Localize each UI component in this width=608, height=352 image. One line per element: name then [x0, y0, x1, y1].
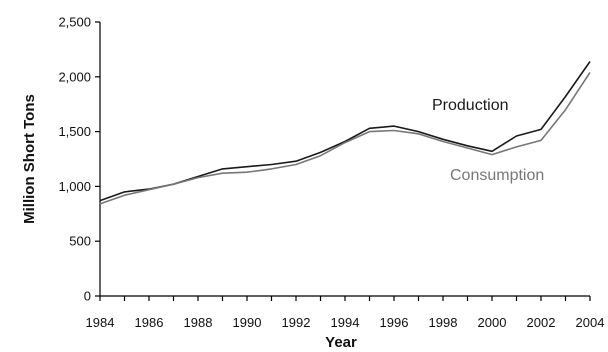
series-lines: [99, 61, 591, 205]
x-axis-ticks: 1984 1986 1988 1990 1992 1994 1996 1998 2000 2002…: [86, 296, 605, 330]
axes: [99, 22, 590, 297]
y-axis-ticks: 0 500 1,000 1,500 2,000 2,500: [58, 15, 100, 304]
y-axis-title: Million Short Tons: [21, 94, 38, 224]
y-tick-label: 500: [69, 234, 91, 249]
x-tick-label: 1988: [184, 315, 213, 330]
y-tick-label: 2,500: [58, 15, 91, 30]
y-tick-label: 0: [84, 289, 91, 304]
x-tick-label: 1996: [380, 315, 409, 330]
x-tick-label: 2004: [576, 315, 605, 330]
x-tick-label: 1998: [429, 315, 458, 330]
series-label-consumption: Consumption: [450, 167, 544, 184]
y-tick-label: 2,000: [58, 69, 91, 84]
x-tick-label: 1986: [135, 315, 164, 330]
x-tick-label: 1992: [282, 315, 311, 330]
x-tick-label: 2000: [478, 315, 507, 330]
x-axis-title: Year: [325, 334, 357, 351]
y-tick-label: 1,000: [58, 179, 91, 194]
x-tick-label: 1994: [331, 315, 360, 330]
x-tick-label: 1990: [233, 315, 262, 330]
x-tick-label: 1984: [86, 315, 115, 330]
y-tick-label: 1,500: [58, 124, 91, 139]
x-tick-label: 2002: [527, 315, 556, 330]
series-line-consumption: [99, 71, 591, 205]
series-label-production: Production: [432, 97, 509, 114]
